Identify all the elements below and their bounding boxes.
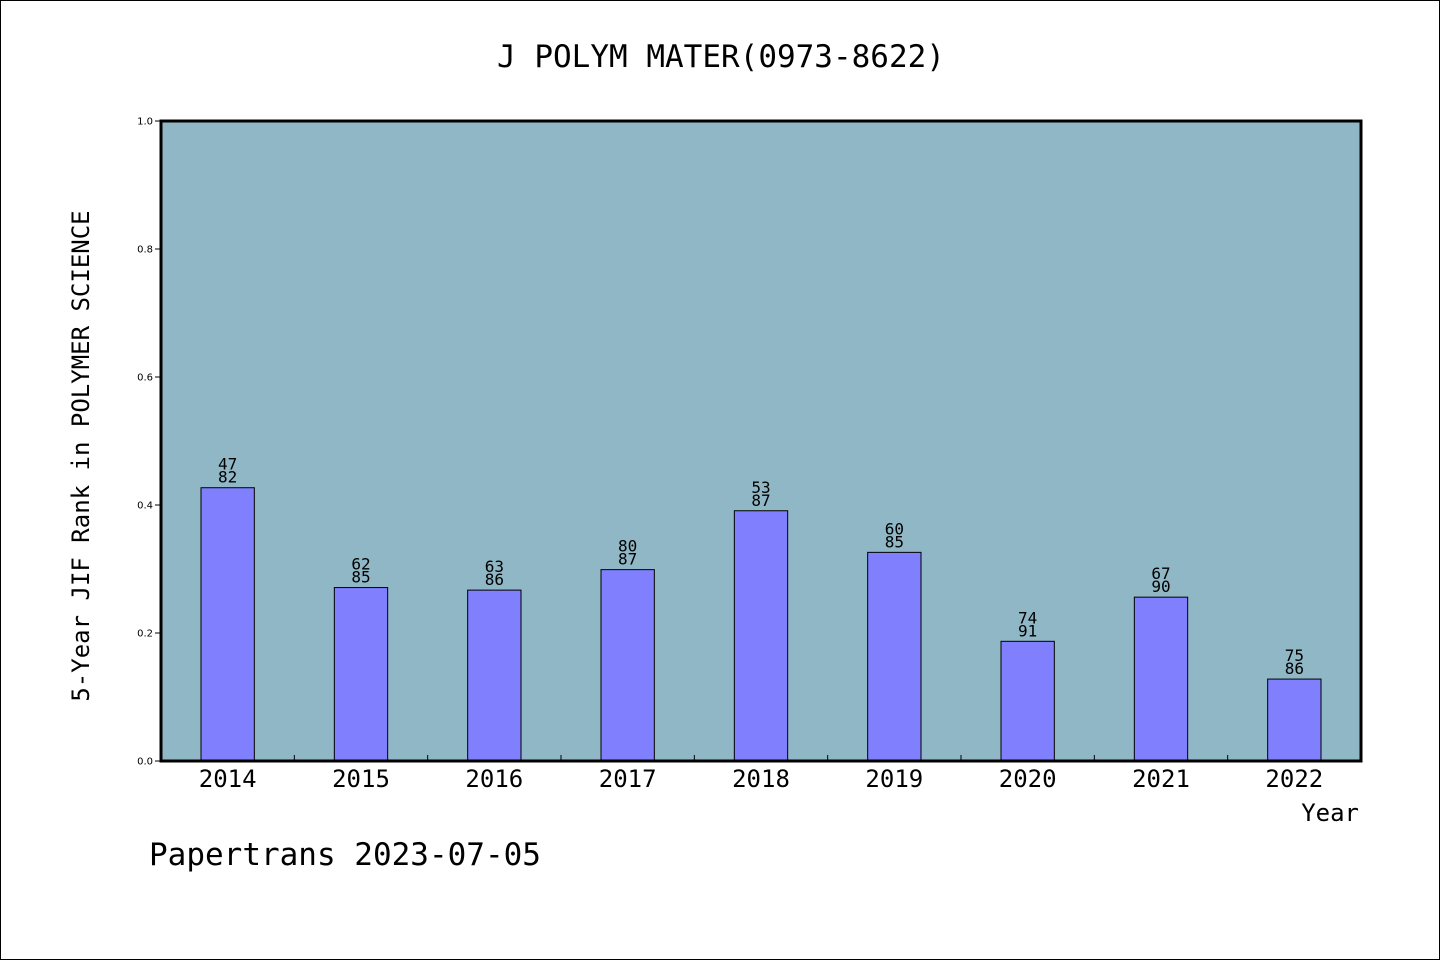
bar-2014 xyxy=(200,487,255,762)
y-axis-label: 5-Year JIF Rank in POLYMER SCIENCE xyxy=(67,210,95,701)
x-tick-label: 2020 xyxy=(999,765,1057,793)
x-tick-label: 2019 xyxy=(865,765,923,793)
y-tick-label: 0.4 xyxy=(137,501,153,512)
footer-text: Papertrans 2023-07-05 xyxy=(149,837,541,873)
bar-rank-label: 74 xyxy=(1018,608,1037,627)
x-axis-label: Year xyxy=(1301,799,1359,827)
bar-total-label: 86 xyxy=(1285,659,1304,678)
y-tick-label: 0.0 xyxy=(137,757,153,768)
bar-2016 xyxy=(467,589,522,762)
bar-rank-label: 75 xyxy=(1285,646,1304,665)
bar-rank-label: 60 xyxy=(885,519,904,538)
bar-2017 xyxy=(600,569,655,762)
y-tick-label: 0.8 xyxy=(137,245,153,256)
bar-total-label: 86 xyxy=(485,570,504,589)
bar-total-label: 90 xyxy=(1151,577,1170,596)
bar-2019 xyxy=(867,551,922,762)
bar-total-label: 82 xyxy=(218,468,237,487)
bar-rank-label: 80 xyxy=(618,537,637,556)
bar-2018 xyxy=(733,510,789,762)
x-tick-label: 2018 xyxy=(732,765,790,793)
x-tick-label: 2021 xyxy=(1132,765,1190,793)
bar-rank-label: 47 xyxy=(218,455,237,474)
bar-rank-label: 62 xyxy=(351,555,370,574)
bar-2021 xyxy=(1133,596,1189,762)
x-tick-label: 2017 xyxy=(599,765,657,793)
x-tick-label: 2014 xyxy=(199,765,257,793)
y-tick-label: 0.6 xyxy=(137,373,153,384)
x-tick-label: 2022 xyxy=(1265,765,1323,793)
bar-total-label: 87 xyxy=(618,550,637,569)
x-tick-label: 2015 xyxy=(332,765,390,793)
y-tick-label: 0.2 xyxy=(137,629,153,640)
bar-2020 xyxy=(1000,640,1055,762)
bar-rank-label: 63 xyxy=(485,557,504,576)
bar-2022 xyxy=(1267,678,1322,762)
bar-total-label: 91 xyxy=(1018,621,1037,640)
bar-total-label: 87 xyxy=(751,491,770,510)
bar-rank-label: 67 xyxy=(1151,564,1170,583)
ticks-layer: 2014 2015 2016 2017 2018 2019 2020 2021 2022 0.0 0… xyxy=(137,117,1323,794)
bar-2015 xyxy=(333,587,389,762)
bar-total-label: 85 xyxy=(885,532,904,551)
plot-frame xyxy=(159,119,1363,763)
bar-total-label: 85 xyxy=(351,568,370,587)
y-tick-label: 1.0 xyxy=(137,117,153,128)
chart-title: J POLYM MATER(0973-8622) xyxy=(497,39,945,75)
bar-rank-label: 53 xyxy=(751,478,770,497)
x-tick-label: 2016 xyxy=(465,765,523,793)
